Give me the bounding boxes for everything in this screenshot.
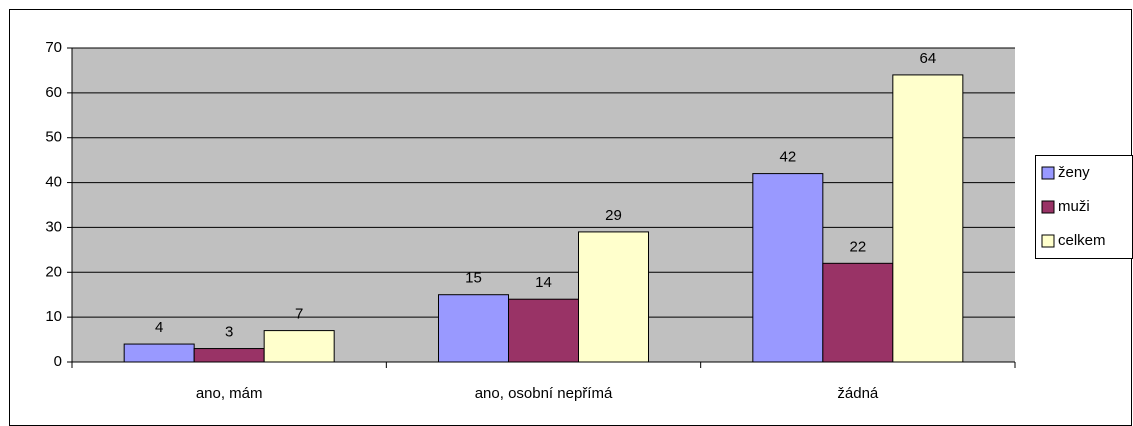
- bar: [263, 330, 335, 363]
- bar: [123, 343, 195, 363]
- y-tick-label: 60: [45, 84, 62, 101]
- bar: [193, 348, 265, 363]
- bar: [578, 231, 649, 363]
- bar: [752, 173, 824, 363]
- y-tick-label: 10: [45, 308, 62, 325]
- legend-label: celkem: [1058, 232, 1106, 249]
- x-tick-label: ano, mám: [196, 385, 263, 402]
- data-label: 64: [919, 50, 936, 67]
- legend-swatch: [1041, 200, 1055, 214]
- data-label: 22: [849, 238, 866, 255]
- data-label: 14: [535, 274, 552, 291]
- bar: [822, 262, 894, 363]
- x-tick-label: ano, osobní nepřímá: [475, 385, 613, 402]
- x-tick-label: žádná: [837, 385, 879, 402]
- legend-label: ženy: [1058, 164, 1090, 181]
- data-label: 4: [155, 319, 163, 336]
- bar: [438, 294, 509, 363]
- data-label: 7: [295, 306, 303, 323]
- y-tick-label: 0: [54, 353, 62, 370]
- data-label: 42: [779, 149, 796, 166]
- legend-swatch: [1041, 166, 1055, 180]
- bar: [892, 74, 964, 363]
- y-tick-label: 40: [45, 174, 62, 191]
- data-label: 3: [225, 324, 233, 341]
- y-tick-label: 20: [45, 263, 62, 280]
- bar: [508, 298, 579, 363]
- y-tick-label: 70: [45, 39, 62, 56]
- y-tick-label: 50: [45, 129, 62, 146]
- data-label: 15: [465, 270, 482, 287]
- y-tick-label: 30: [45, 218, 62, 235]
- legend-label: muži: [1058, 198, 1090, 215]
- data-label: 29: [605, 207, 622, 224]
- legend-swatch: [1041, 234, 1055, 248]
